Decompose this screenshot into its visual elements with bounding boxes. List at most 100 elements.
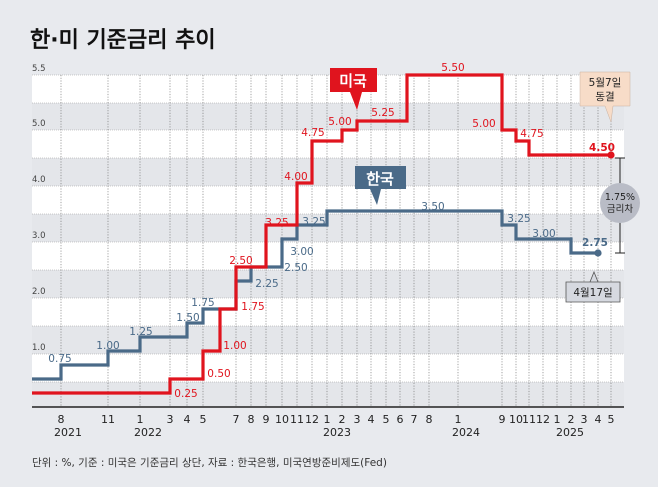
plot-band (32, 270, 624, 298)
us-rate-label: 4.75 (301, 127, 324, 139)
x-tick-month: 11 (101, 413, 115, 426)
us-end-note-line1: 5월7일 (589, 76, 622, 89)
korea-rate-label: 0.75 (48, 353, 71, 365)
y-tick-label: 1.0 (32, 343, 46, 353)
x-tick-month: 10 (275, 413, 289, 426)
x-tick-month: 2 (568, 413, 575, 426)
us-rate-label: 4.50 (589, 142, 615, 154)
x-tick-month: 9 (263, 413, 270, 426)
us-rate-label: 5.00 (472, 118, 495, 130)
x-tick-month: 8 (248, 413, 255, 426)
y-axis: 5.5 5.0 4.0 3.0 2.0 1.0 (32, 64, 46, 353)
korea-rate-label: 3.25 (302, 216, 325, 228)
us-rate-label: 1.00 (223, 340, 246, 352)
korea-rate-label: 1.00 (96, 340, 119, 352)
y-tick-label: 5.5 (32, 64, 46, 74)
x-tick-month: 5 (608, 413, 615, 426)
x-tick-month: 8 (426, 413, 433, 426)
plot-band (32, 186, 624, 214)
us-rate-label: 0.25 (174, 388, 197, 400)
us-rate-label: 5.50 (441, 62, 464, 74)
us-rate-label: 4.75 (520, 128, 543, 140)
x-tick-month: 3 (167, 413, 174, 426)
plot-band (32, 354, 624, 382)
x-tick-month: 5 (383, 413, 390, 426)
x-tick-month: 8 (58, 413, 65, 426)
gap-label: 금리차 (607, 203, 633, 215)
x-tick-year: 2023 (323, 426, 351, 439)
x-tick-month: 12 (305, 413, 319, 426)
x-tick-year: 2024 (452, 426, 480, 439)
x-tick-month: 3 (354, 413, 361, 426)
us-rate-label: 5.25 (371, 107, 394, 119)
us-rate-label: 2.50 (229, 255, 252, 267)
korea-series-label: 한국 (366, 170, 394, 188)
x-tick-month: 1 (554, 413, 561, 426)
x-tick-month: 3 (581, 413, 588, 426)
us-end-point (607, 151, 615, 159)
korea-rate-label: 1.75 (191, 297, 214, 309)
gap-value: 1.75% (605, 192, 635, 203)
us-rate-label: 1.75 (241, 301, 264, 313)
korea-rate-label: 1.25 (129, 326, 152, 338)
plot-band (32, 298, 624, 326)
series-layer (32, 73, 615, 395)
us-rate-label: 4.00 (284, 171, 307, 183)
x-tick-month: 6 (397, 413, 404, 426)
x-tick-month: 1 (455, 413, 462, 426)
us-end-note-line2: 동결 (595, 91, 614, 103)
korea-rate-label: 3.50 (421, 201, 444, 213)
x-tick-month: 11 (290, 413, 304, 426)
korea-callout: 한국 (355, 166, 406, 205)
x-tick-month: 1 (137, 413, 144, 426)
x-tick-month: 7 (411, 413, 418, 426)
y-tick-label: 4.0 (32, 175, 46, 185)
x-tick-month: 1 (324, 413, 331, 426)
x-tick-month: 10 (509, 413, 523, 426)
us-rate-line (32, 73, 611, 395)
x-tick-year: 2021 (54, 426, 82, 439)
y-tick-label: 3.0 (32, 231, 46, 241)
x-tick-month: 9 (499, 413, 506, 426)
korea-rate-label: 3.00 (290, 246, 313, 258)
korea-rate-label: 2.75 (582, 237, 608, 249)
us-rate-label: 0.50 (207, 368, 230, 380)
x-tick-month: 5 (200, 413, 207, 426)
plot-band (32, 103, 624, 130)
korea-end-note: 4월17일 (565, 270, 621, 303)
korea-rate-label: 2.25 (255, 278, 278, 290)
x-tick-month: 2 (339, 413, 346, 426)
plot-band (32, 130, 624, 158)
korea-rate-label: 2.50 (284, 262, 307, 274)
data-labels: 0.25 0.50 1.00 1.75 2.50 3.25 4.00 4.75 5.00 5.25… (48, 62, 615, 400)
y-tick-label: 5.0 (32, 119, 46, 129)
plot-band (32, 158, 624, 186)
us-rate-label: 5.00 (328, 116, 351, 128)
plot-band (32, 242, 624, 270)
x-tick-month: 12 (536, 413, 550, 426)
us-callout: 미국 (330, 68, 377, 110)
us-series-label: 미국 (339, 72, 367, 90)
korea-end-point (594, 249, 602, 257)
rate-gap-annotation: 1.75% 금리차 (600, 157, 640, 254)
plot-band (32, 326, 624, 354)
x-tick-year: 2022 (134, 426, 162, 439)
plot-bands (32, 74, 624, 407)
korea-rate-label: 1.50 (176, 312, 199, 324)
x-tick-month: 4 (368, 413, 375, 426)
chart-title: 한·미 기준금리 추이 (30, 28, 216, 53)
korea-rate-label: 3.25 (507, 213, 530, 225)
x-tick-month: 4 (184, 413, 191, 426)
y-tick-label: 2.0 (32, 287, 46, 297)
x-tick-month: 7 (233, 413, 240, 426)
x-tick-month: 4 (595, 413, 602, 426)
korea-rate-label: 3.00 (532, 228, 555, 240)
plot-band (32, 75, 624, 103)
us-end-note: 5월7일 동결 (579, 71, 631, 123)
korea-rate-line (32, 209, 598, 381)
x-tick-year: 2025 (556, 426, 584, 439)
footer-note: 단위 : %, 기준 : 미국은 기준금리 상단, 자료 : 한국은행, 미국연… (32, 456, 387, 469)
korea-end-note-text: 4월17일 (573, 286, 612, 299)
